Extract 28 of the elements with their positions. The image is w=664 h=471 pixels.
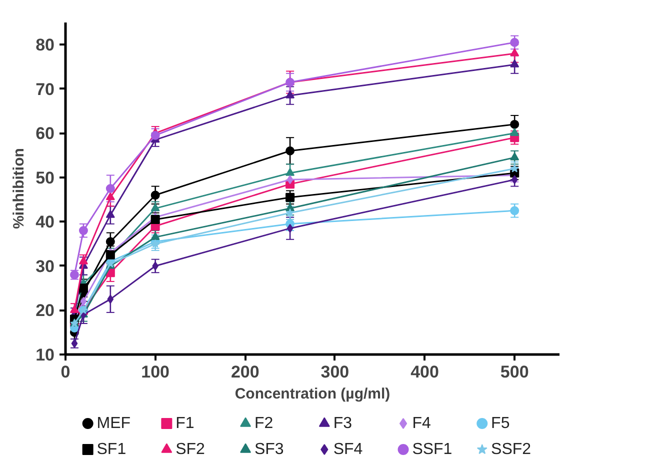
legend-label: F5	[491, 415, 510, 432]
x-tick-label: 200	[230, 362, 260, 382]
x-tick-label: 400	[410, 362, 439, 382]
x-tick-label: 500	[500, 362, 529, 382]
x-tick-label: 100	[141, 362, 170, 382]
y-axis-title: %inhibition	[10, 148, 28, 229]
legend-label: F2	[254, 415, 274, 432]
y-tick-label: 40	[36, 212, 55, 232]
x-axis-title: Concentration (µg/ml)	[234, 386, 390, 402]
y-tick-label: 50	[36, 168, 55, 188]
y-tick-label: 60	[36, 124, 55, 144]
legend-label: SF4	[333, 441, 363, 458]
x-tick-label: 0	[60, 362, 70, 382]
y-tick-label: 10	[36, 346, 55, 364]
legend-label: F3	[333, 415, 352, 432]
legend-label: SSF2	[491, 441, 532, 458]
y-tick-label: 70	[36, 80, 55, 99]
y-tick-label: 30	[36, 256, 55, 276]
legend-label: F1	[176, 415, 194, 432]
y-tick-label: 20	[36, 301, 55, 320]
legend-label: SSF1	[412, 441, 452, 458]
legend-label: SF2	[176, 441, 206, 458]
x-tick-label: 300	[320, 362, 350, 382]
legend-label: SF3	[254, 441, 284, 458]
legend-label: F4	[412, 415, 431, 432]
legend-label: SF1	[96, 441, 126, 458]
legend-label: MEF	[96, 415, 131, 432]
y-tick-label: 80	[36, 36, 55, 55]
